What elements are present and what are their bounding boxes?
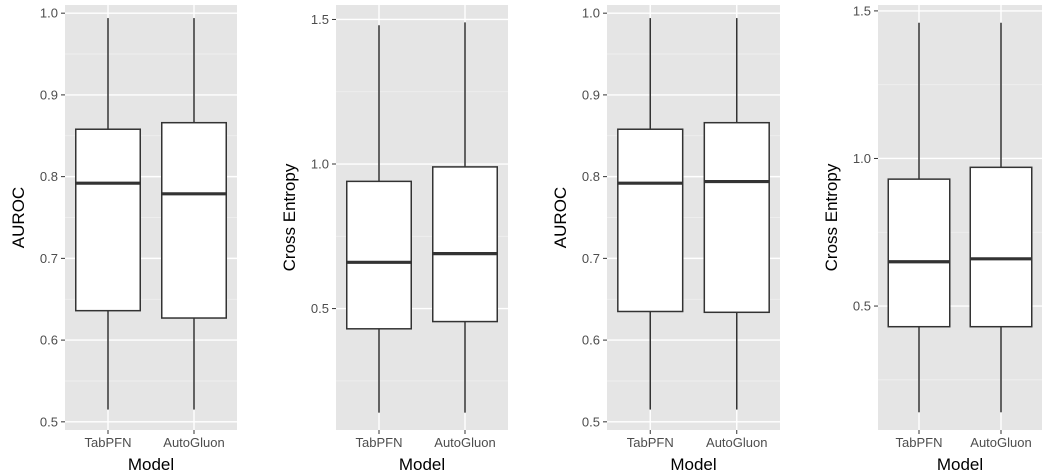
x-axis-title: Model <box>128 455 174 474</box>
y-tick-label: 0.8 <box>582 169 600 184</box>
x-tick-label: AutoGluon <box>163 435 224 450</box>
interquartile-box <box>75 128 141 312</box>
y-tick-label: 0.6 <box>582 333 600 348</box>
y-tick-label: 1.0 <box>582 6 600 21</box>
y-tick-label: 1.0 <box>311 157 329 172</box>
box-autogluon <box>969 22 1033 413</box>
interquartile-box <box>346 180 412 330</box>
y-tick-label: 1.5 <box>311 12 329 27</box>
interquartile-box <box>703 121 770 314</box>
x-tick-label: AutoGluon <box>706 435 767 450</box>
y-tick-label: 0.5 <box>582 414 600 429</box>
y-axis-title: AUROC <box>9 187 28 248</box>
y-axis-title: Cross Entropy <box>822 163 841 271</box>
y-tick-label: 0.7 <box>582 251 600 266</box>
y-tick-label: 1.0 <box>40 6 58 21</box>
y-tick-label: 0.6 <box>40 333 58 348</box>
y-axis-title: AUROC <box>551 187 570 248</box>
x-tick-label: AutoGluon <box>434 435 495 450</box>
x-axis-title: Model <box>670 455 716 474</box>
y-tick-label: 0.9 <box>40 87 58 102</box>
chart-panel-1: 0.5 0.6 0.7 0.8 0.9 1.0 TabPFN AutoGluon Model AU… <box>9 5 237 474</box>
chart-panel-4: 0.5 1.0 1.5 TabPFN AutoGluon Model Cross Entro… <box>822 3 1042 474</box>
y-axis-title: Cross Entropy <box>280 163 299 271</box>
chart-panel-2: 0.5 1.0 1.5 TabPFN AutoGluon Model Cross Entro… <box>280 5 508 474</box>
y-tick-label: 0.5 <box>311 301 329 316</box>
x-tick-label: AutoGluon <box>970 435 1031 450</box>
y-tick-label: 0.7 <box>40 251 58 266</box>
box-tabpfn <box>346 25 412 413</box>
y-tick-label: 0.8 <box>40 169 58 184</box>
box-autogluon <box>432 22 498 413</box>
interquartile-box <box>887 178 951 328</box>
interquartile-box <box>432 166 498 323</box>
x-tick-label: TabPFN <box>627 435 674 450</box>
interquartile-box <box>969 166 1033 328</box>
y-tick-label: 0.5 <box>40 414 58 429</box>
y-tick-label: 0.9 <box>582 87 600 102</box>
x-tick-label: TabPFN <box>356 435 403 450</box>
x-axis-title: Model <box>399 455 445 474</box>
y-tick-label: 1.0 <box>853 151 871 166</box>
chart-panel-3: 0.5 0.6 0.7 0.8 0.9 1.0 TabPFN AutoGluon Model AU… <box>551 5 780 474</box>
box-tabpfn <box>75 18 141 410</box>
interquartile-box <box>161 121 227 319</box>
box-tabpfn <box>887 22 951 413</box>
x-axis-title: Model <box>937 455 983 474</box>
interquartile-box <box>617 128 684 313</box>
x-tick-label: TabPFN <box>896 435 943 450</box>
x-tick-label: TabPFN <box>85 435 132 450</box>
box-autogluon <box>703 18 770 410</box>
box-autogluon <box>161 18 227 410</box>
y-tick-label: 0.5 <box>853 299 871 314</box>
y-tick-label: 1.5 <box>853 3 871 18</box>
box-tabpfn <box>617 18 684 410</box>
